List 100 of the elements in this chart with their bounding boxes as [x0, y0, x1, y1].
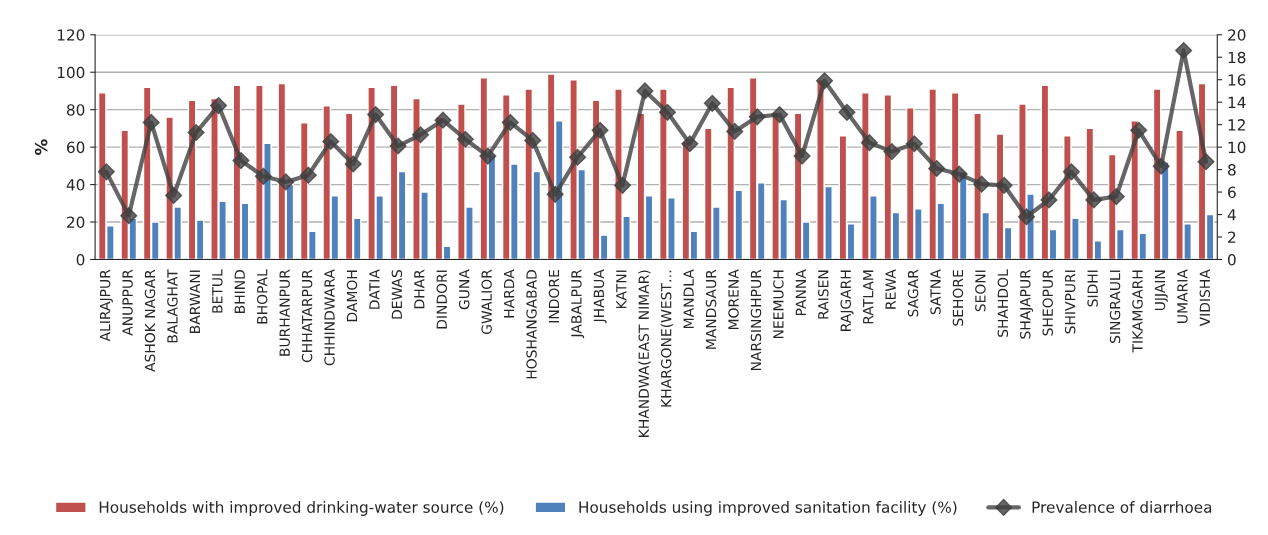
y2-tick-label: 20 — [1228, 29, 1246, 41]
point — [209, 97, 228, 115]
point — [411, 126, 430, 144]
x-tick-label: JHABUA — [593, 269, 607, 324]
point — [187, 123, 205, 142]
x-tick-label: BALAGHAT — [167, 269, 178, 343]
point — [1040, 191, 1058, 209]
point — [232, 152, 250, 170]
point — [748, 108, 766, 126]
x-tick-label: KHARGONE(WEST… — [660, 270, 674, 407]
point — [928, 159, 946, 178]
x-tick-label: KATNI — [616, 270, 627, 309]
point — [613, 176, 632, 194]
point — [1062, 163, 1080, 181]
point — [434, 111, 452, 129]
y-axis-title: % — [34, 139, 48, 155]
x-tick-label: RAJGARH — [840, 270, 854, 331]
x-tick-label: BETUL — [212, 269, 223, 313]
x-tick-label: UJJAIN — [1154, 270, 1168, 311]
y2-tick-label: 8 — [1228, 164, 1236, 176]
y2-tick-label: 4 — [1227, 209, 1236, 221]
x-tick-label: SATNA — [930, 269, 941, 315]
y-tick-label: 60 — [67, 141, 85, 154]
x-tick-label: SINGRAULI — [1109, 270, 1121, 343]
x-tick-label: BHIND — [234, 270, 245, 313]
y-tick-label: 40 — [66, 179, 85, 191]
x-tick-label: HOSHANGABAD — [526, 270, 537, 379]
x-tick-label: RAISEN — [818, 270, 829, 319]
x-tick-label: GWALIOR — [481, 269, 492, 335]
x-tick-label: ANUPPUR — [122, 269, 133, 336]
point — [344, 155, 362, 173]
point — [97, 163, 115, 181]
x-tick-label: SHEOPUR — [1042, 269, 1053, 336]
y2-tick-label: 18 — [1228, 51, 1246, 64]
y-tick-label: 80 — [66, 104, 85, 116]
point — [1107, 188, 1125, 206]
point — [905, 135, 923, 153]
y2-tick-label: 12 — [1228, 119, 1245, 131]
x-tick-label: ALIRAJPUR — [100, 269, 113, 342]
y-tick-label: 120 — [57, 29, 85, 41]
x-tick-label: MANDLA — [683, 269, 694, 328]
x-tick-label: SEONI — [975, 270, 986, 312]
x-tick-label: ASHOK NAGAR — [144, 269, 156, 372]
point — [771, 105, 789, 124]
point — [546, 185, 564, 203]
x-tick-label: DATIA — [369, 269, 380, 309]
x-tick-label: BURHANPUR — [279, 269, 290, 356]
point — [142, 113, 160, 131]
point — [1085, 191, 1103, 209]
point — [681, 135, 699, 153]
y-tick-label: 0 — [76, 253, 85, 266]
point — [1197, 153, 1215, 171]
x-tick-label: SEHORE — [952, 270, 964, 326]
point — [1017, 208, 1036, 226]
point — [636, 82, 654, 100]
point — [1130, 121, 1148, 139]
point — [165, 186, 183, 204]
point — [1175, 41, 1193, 60]
point — [793, 147, 811, 165]
x-tick-label: DINDORI — [436, 270, 448, 329]
y2-tick-label: 10 — [1228, 141, 1246, 154]
point — [815, 72, 834, 90]
x-tick-label: CHHATARPUR — [301, 269, 313, 363]
x-tick-label: SIDHI — [1087, 270, 1098, 307]
y2-tick-label: 2 — [1228, 231, 1236, 243]
point — [860, 134, 878, 152]
x-tick-label: MANDSAUR — [705, 269, 717, 349]
x-tick-label: INDORE — [548, 270, 560, 323]
x-tick-label: SHAJAPUR — [1020, 269, 1034, 339]
point — [591, 121, 609, 139]
x-tick-label: RATLAM — [863, 270, 874, 324]
x-tick-label: PANNA — [795, 269, 806, 316]
x-tick-label: TIKAMGARH — [1132, 270, 1143, 353]
y2-tick-label: 16 — [1228, 74, 1246, 86]
point — [1152, 157, 1170, 175]
point — [322, 132, 340, 151]
point — [367, 105, 385, 124]
x-tick-label: DAMOH — [346, 270, 358, 322]
point — [569, 148, 587, 166]
y2-tick-label: 14 — [1228, 96, 1246, 108]
x-tick-label: JABALPUR — [571, 269, 585, 339]
x-tick-label: UMARIA — [1177, 269, 1188, 323]
x-tick-label: CHHINDWARA — [324, 269, 335, 366]
x-tick-label: GUNA — [458, 269, 470, 310]
point — [389, 137, 407, 155]
point — [120, 207, 138, 225]
y2-tick-label: 0 — [1228, 253, 1236, 266]
x-tick-label: KHANDWA(EAST NIMAR) — [638, 270, 651, 437]
x-tick-label: VIDISHA — [1199, 269, 1211, 327]
x-tick-label: SHAHDOL — [997, 269, 1009, 337]
point — [524, 131, 542, 149]
x-tick-label: BARWANI — [189, 270, 200, 333]
point — [299, 166, 317, 184]
point — [726, 122, 744, 140]
point — [658, 103, 676, 121]
point — [277, 173, 295, 191]
x-tick-label: BHOPAL — [256, 269, 268, 324]
point — [995, 176, 1013, 194]
x-tick-label: MORENA — [728, 269, 739, 330]
x-tick-label: NARSINGHPUR — [750, 269, 762, 371]
